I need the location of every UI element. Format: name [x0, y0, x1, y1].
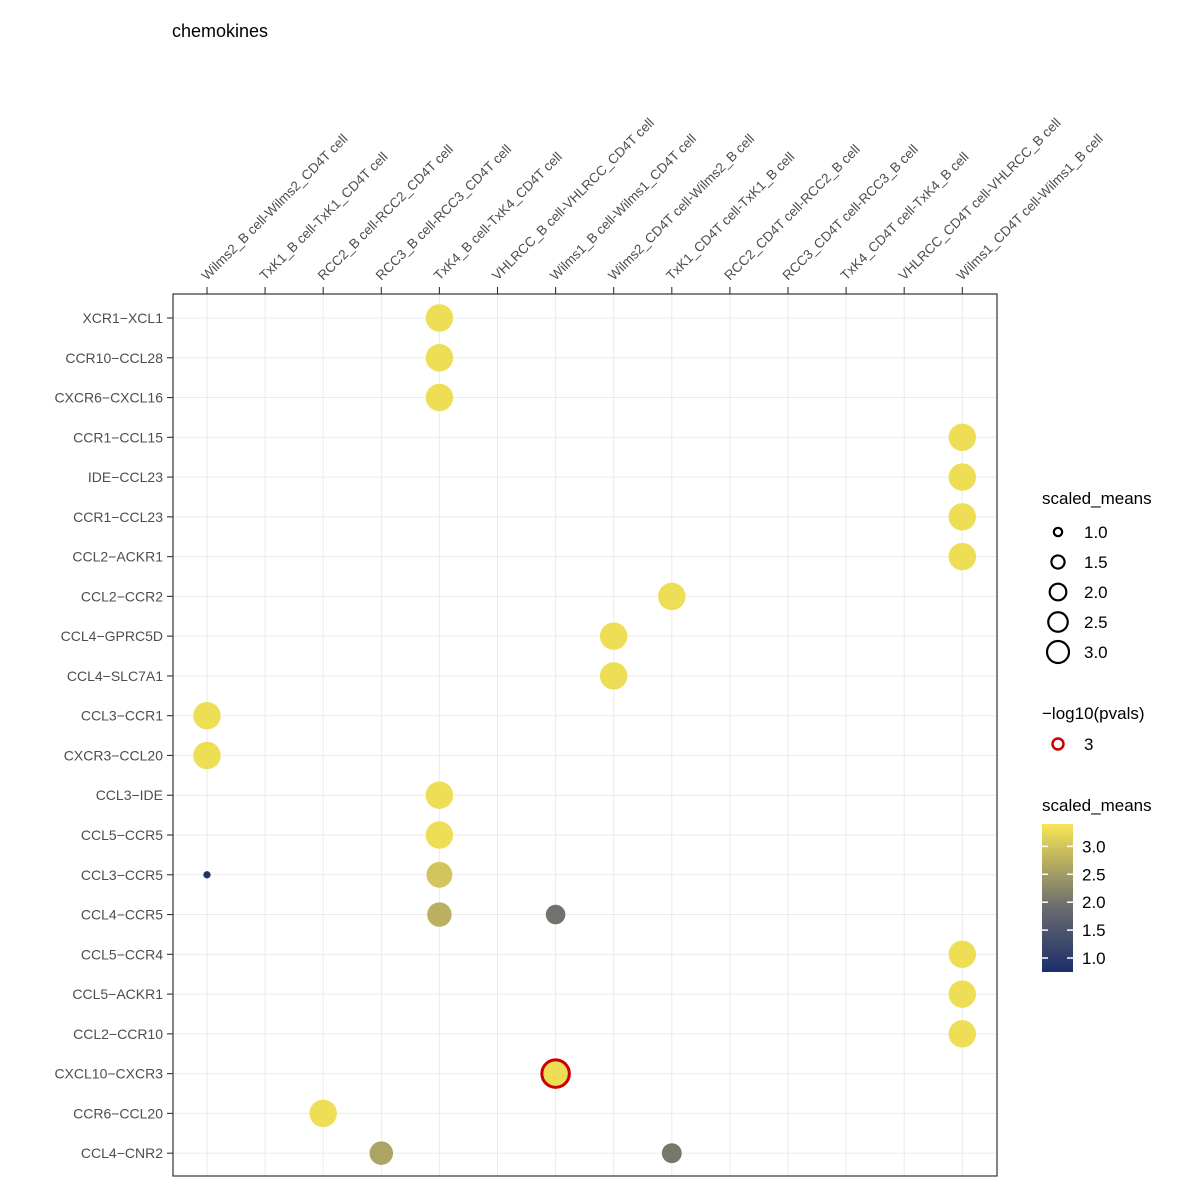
y-tick-label: CCL2−CCR2	[81, 588, 163, 604]
panel-border	[172, 293, 998, 1177]
data-point	[661, 1143, 682, 1164]
y-tick-label: CCL3−CCR1	[81, 708, 163, 724]
y-tick-label: CCL3−IDE	[96, 787, 163, 803]
legend-size-title: scaled_means	[1042, 489, 1152, 508]
data-point	[425, 781, 454, 809]
chart-title: chemokines	[172, 21, 268, 41]
colorbar-label: 3.0	[1082, 837, 1106, 856]
data-point	[427, 902, 452, 927]
data-point	[948, 980, 977, 1008]
colorbar-label: 2.5	[1082, 865, 1106, 884]
y-tick-label: CXCL10−CXCR3	[54, 1066, 163, 1082]
y-tick-label: CCR10−CCL28	[65, 350, 163, 366]
data-point	[948, 463, 977, 491]
data-point	[203, 871, 211, 879]
legend-size-label: 2.0	[1084, 583, 1108, 602]
y-tick-label: IDE−CCL23	[88, 469, 163, 485]
y-tick-label: CCL5−CCR4	[81, 946, 163, 962]
legend-size-key	[1048, 582, 1068, 602]
y-tick-label: XCR1−XCL1	[82, 310, 163, 326]
y-tick-label: CCR6−CCL20	[73, 1105, 163, 1121]
data-point	[948, 542, 977, 571]
y-tick-label: CCL3−CCR5	[81, 867, 163, 883]
data-point	[599, 622, 628, 650]
legend-size-key	[1045, 639, 1071, 665]
data-point	[948, 1020, 977, 1048]
data-point	[948, 940, 977, 969]
data-point	[599, 662, 628, 690]
data-point	[426, 861, 453, 888]
data-point	[545, 904, 566, 925]
legend-pval: −log10(pvals) 3	[1042, 704, 1145, 754]
colorbar-label: 1.0	[1082, 949, 1106, 968]
data-point	[425, 304, 454, 332]
data-point	[425, 344, 454, 372]
data-point	[309, 1099, 337, 1128]
legend-size: scaled_means 1.0 1.5 2.0 2.5 3.0	[1042, 489, 1152, 665]
legend-color: scaled_means 3.0 2.5 2.0 1.5 1.0	[1042, 796, 1152, 972]
y-axis-ticks: XCR1−XCL1 CCR10−CCL28 CXCR6−CXCL16 CCR1−CCL…	[54, 310, 173, 1161]
legend-pval-label: 3	[1084, 735, 1093, 754]
legend-pval-key	[1051, 737, 1065, 751]
grid-lines	[173, 294, 997, 1176]
y-tick-label: CXCR3−CCL20	[64, 747, 163, 763]
data-points	[193, 304, 977, 1165]
legend-size-label: 2.5	[1084, 613, 1108, 632]
legend-size-label: 3.0	[1084, 643, 1108, 662]
y-tick-label: CCL2−CCR10	[73, 1026, 163, 1042]
data-point	[425, 821, 454, 849]
legend-size-label: 1.5	[1084, 553, 1108, 572]
y-tick-label: CCR1−CCL23	[73, 509, 163, 525]
legend-size-key	[1050, 554, 1066, 570]
colorbar	[1042, 824, 1073, 972]
colorbar-label: 1.5	[1082, 921, 1106, 940]
y-tick-label: CCL4−GPRC5D	[61, 628, 163, 644]
y-tick-label: CCL2−ACKR1	[72, 549, 163, 565]
data-point	[948, 423, 977, 452]
y-tick-label: CCL5−ACKR1	[72, 986, 163, 1002]
data-point	[540, 1058, 571, 1089]
data-point	[193, 701, 221, 730]
y-tick-label: CCL4−CCR5	[81, 907, 163, 923]
legend-size-label: 1.0	[1084, 523, 1108, 542]
data-point	[658, 582, 686, 611]
y-tick-label: CCL4−CNR2	[81, 1145, 163, 1161]
data-point	[425, 383, 454, 412]
data-point	[948, 503, 977, 531]
legend-size-key	[1052, 526, 1064, 538]
legend-pval-title: −log10(pvals)	[1042, 704, 1145, 723]
legend-size-key	[1047, 611, 1069, 633]
legend-color-title: scaled_means	[1042, 796, 1152, 815]
y-tick-label: CXCR6−CXCL16	[54, 390, 163, 406]
y-tick-label: CCL5−CCR5	[81, 827, 163, 843]
colorbar-label: 2.0	[1082, 893, 1106, 912]
y-tick-label: CCL4−SLC7A1	[67, 668, 163, 684]
y-tick-label: CCR1−CCL15	[73, 429, 163, 445]
data-point	[193, 741, 221, 770]
data-point	[369, 1141, 394, 1165]
